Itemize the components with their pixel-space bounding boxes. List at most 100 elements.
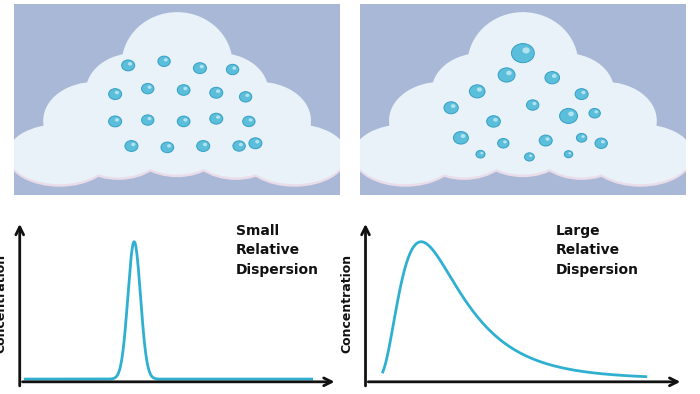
Circle shape (480, 152, 483, 154)
Circle shape (239, 92, 252, 102)
Circle shape (494, 118, 498, 122)
Ellipse shape (206, 84, 311, 161)
Circle shape (115, 91, 119, 94)
Ellipse shape (415, 112, 513, 180)
Text: Concentration: Concentration (340, 254, 354, 353)
Text: Small
Relative
Dispersion: Small Relative Dispersion (236, 224, 318, 277)
Ellipse shape (470, 80, 575, 157)
Circle shape (183, 87, 188, 90)
Circle shape (115, 118, 119, 122)
Circle shape (177, 85, 190, 95)
Ellipse shape (432, 56, 529, 132)
Circle shape (210, 87, 223, 98)
Ellipse shape (187, 109, 285, 177)
Circle shape (161, 142, 174, 153)
Circle shape (249, 138, 262, 149)
Circle shape (576, 134, 587, 142)
FancyBboxPatch shape (360, 4, 686, 195)
Ellipse shape (533, 109, 631, 177)
Circle shape (197, 141, 210, 151)
Circle shape (524, 153, 534, 161)
Circle shape (193, 63, 206, 74)
Ellipse shape (242, 124, 346, 184)
Circle shape (522, 47, 530, 54)
Ellipse shape (474, 106, 572, 175)
Circle shape (503, 140, 507, 143)
Ellipse shape (206, 82, 311, 158)
Circle shape (595, 138, 608, 149)
Circle shape (559, 108, 578, 123)
Circle shape (444, 102, 458, 114)
Circle shape (233, 141, 245, 151)
Circle shape (470, 85, 485, 98)
Circle shape (575, 89, 588, 100)
Circle shape (568, 152, 571, 154)
FancyBboxPatch shape (14, 4, 340, 195)
Circle shape (199, 65, 204, 69)
Ellipse shape (354, 126, 458, 187)
Ellipse shape (128, 109, 226, 177)
Circle shape (545, 137, 550, 141)
Ellipse shape (517, 53, 614, 130)
Text: Concentration: Concentration (0, 254, 8, 353)
Ellipse shape (474, 109, 572, 177)
Circle shape (477, 87, 482, 92)
Circle shape (122, 60, 134, 71)
Circle shape (601, 140, 605, 143)
Circle shape (512, 44, 534, 63)
Ellipse shape (8, 124, 112, 184)
Circle shape (461, 134, 466, 138)
Circle shape (128, 62, 132, 66)
Circle shape (232, 67, 237, 70)
Circle shape (582, 91, 585, 94)
Circle shape (568, 112, 574, 116)
Ellipse shape (432, 53, 529, 130)
Circle shape (226, 64, 239, 75)
Circle shape (486, 116, 500, 127)
Ellipse shape (69, 112, 167, 180)
Circle shape (248, 118, 253, 122)
Ellipse shape (8, 126, 112, 187)
Circle shape (141, 84, 154, 94)
Circle shape (164, 58, 168, 61)
Ellipse shape (171, 56, 268, 132)
Circle shape (177, 116, 190, 127)
Ellipse shape (125, 80, 230, 157)
Text: Large
Relative
Dispersion: Large Relative Dispersion (556, 224, 638, 277)
Ellipse shape (468, 15, 578, 119)
Circle shape (526, 100, 539, 110)
Ellipse shape (470, 78, 575, 154)
Circle shape (552, 74, 557, 78)
Circle shape (582, 135, 584, 138)
Circle shape (498, 68, 515, 82)
Circle shape (498, 138, 509, 148)
Ellipse shape (69, 109, 167, 177)
Circle shape (533, 102, 536, 105)
Ellipse shape (552, 82, 657, 158)
Circle shape (529, 154, 533, 157)
Circle shape (594, 110, 598, 113)
Ellipse shape (122, 12, 232, 116)
Circle shape (183, 118, 188, 122)
Circle shape (564, 151, 573, 158)
Ellipse shape (187, 112, 285, 180)
Circle shape (131, 143, 135, 146)
Ellipse shape (552, 84, 657, 161)
Ellipse shape (588, 126, 692, 187)
Circle shape (108, 89, 122, 100)
Ellipse shape (389, 82, 494, 158)
Circle shape (243, 116, 255, 126)
Circle shape (589, 108, 601, 118)
Circle shape (255, 140, 259, 143)
Ellipse shape (415, 109, 513, 177)
Ellipse shape (43, 82, 148, 158)
Circle shape (246, 94, 249, 97)
Ellipse shape (86, 53, 183, 130)
Circle shape (125, 141, 138, 151)
Circle shape (148, 85, 151, 89)
Circle shape (210, 113, 223, 124)
Ellipse shape (389, 84, 494, 161)
Circle shape (454, 132, 468, 144)
Circle shape (158, 56, 170, 67)
Circle shape (506, 71, 512, 75)
